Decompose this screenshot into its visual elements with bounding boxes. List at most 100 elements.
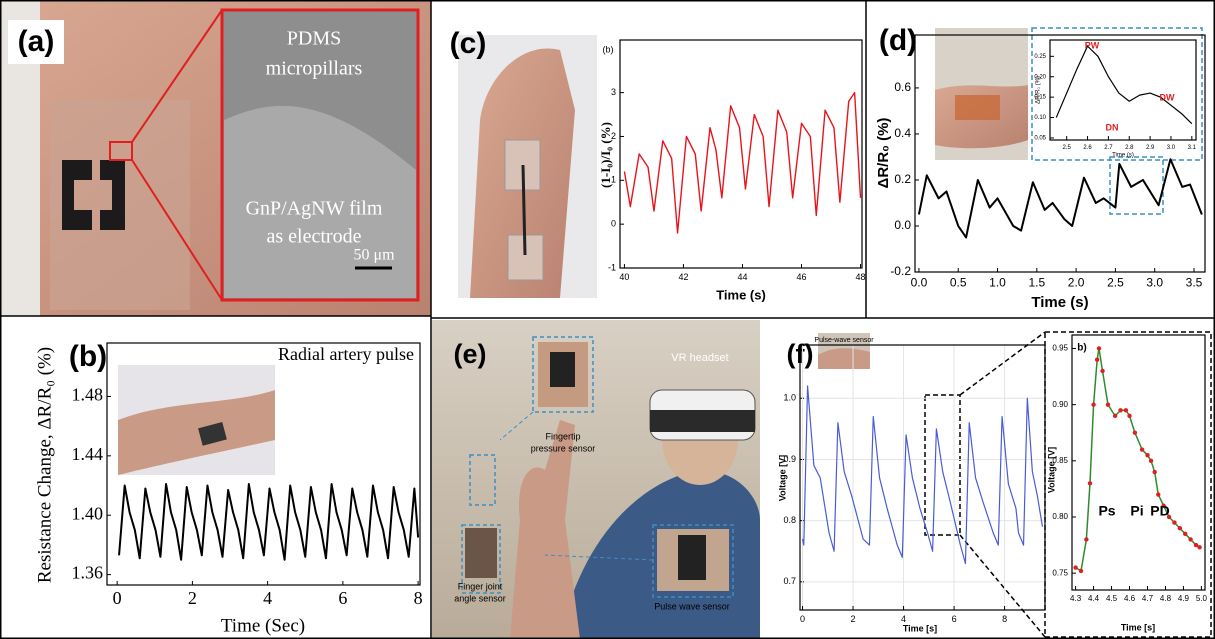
x-tick-label: 1.0 xyxy=(989,275,1006,289)
x-tick-label: 6 xyxy=(338,588,347,608)
inset-bg xyxy=(1050,40,1196,140)
data-point xyxy=(1132,430,1138,435)
y-axis-label: Voltage [V] xyxy=(1046,447,1056,493)
y-tick-label: 1.36 xyxy=(72,563,104,583)
annotation: Pi xyxy=(1130,503,1143,519)
y-tick-label: 1 xyxy=(611,175,616,185)
x-tick-label: 4.4 xyxy=(1088,594,1100,603)
plot-frame xyxy=(619,39,863,269)
data-line xyxy=(623,91,862,234)
y-tick-label: 0.6 xyxy=(894,80,911,94)
inset-bg xyxy=(1072,335,1205,590)
x-tick-label: 6 xyxy=(952,614,957,624)
plot-frame xyxy=(1071,334,1206,591)
data-point xyxy=(1139,447,1145,452)
x-tick-label: 2.8 xyxy=(1125,145,1134,151)
data-point xyxy=(1087,481,1093,486)
photo-label: 50 μm xyxy=(353,247,395,264)
data-point xyxy=(1188,537,1193,542)
data-point xyxy=(1172,520,1177,525)
data-point xyxy=(1112,413,1118,419)
x-tick-label: 4 xyxy=(901,614,906,624)
y-axis-label: ΔR/R₀ (%) xyxy=(1036,76,1042,104)
photo-label: angle sensor xyxy=(454,593,506,603)
x-axis-label: Time [s] xyxy=(903,623,937,633)
x-tick-label: 4.3 xyxy=(1070,594,1082,603)
x-tick-label: 3.0 xyxy=(1167,145,1176,151)
panel-label: (b) xyxy=(69,340,107,373)
y-axis-label: ΔR/R₀ (%) xyxy=(875,118,892,189)
data-point xyxy=(1096,346,1102,351)
panel-label: (c) xyxy=(450,27,487,60)
y-axis-label: (1-I₀)/I₀ (%) xyxy=(598,122,613,188)
data-point xyxy=(1145,452,1150,458)
photo-b xyxy=(118,365,275,475)
data-point xyxy=(1152,469,1157,475)
y-tick-label: 3 xyxy=(611,87,616,97)
data-point xyxy=(1094,357,1100,362)
data-point xyxy=(1084,537,1089,542)
x-tick-label: 2.7 xyxy=(1104,145,1113,151)
y-tick-label: 0.4 xyxy=(894,126,911,140)
data-point xyxy=(1166,514,1172,520)
data-point xyxy=(1193,542,1199,548)
photo-label: micropillars xyxy=(266,58,363,80)
x-tick-label: 46 xyxy=(796,272,806,282)
y-tick-label: 0.25 xyxy=(1034,54,1046,60)
y-tick-label: 1.40 xyxy=(72,503,104,523)
y-axis-label: Resistance Change, ΔR/R₀ (%) xyxy=(34,347,55,583)
x-tick-label: 3.0 xyxy=(1146,275,1163,289)
x-tick-label: 4.5 xyxy=(1106,594,1118,603)
x-tick-label: 4.8 xyxy=(1160,594,1172,603)
x-tick-label: 2.5 xyxy=(1107,275,1124,289)
photo-label: GnP/AgNW film xyxy=(246,198,383,220)
y-tick-label: 0.05 xyxy=(1034,136,1046,142)
x-tick-label: 48 xyxy=(856,272,866,282)
y-tick-label: 0.0 xyxy=(894,218,911,232)
x-tick-label: 2 xyxy=(851,614,856,624)
panel-label: (e) xyxy=(454,339,487,369)
data-line xyxy=(1055,45,1193,125)
photo-a xyxy=(0,0,431,316)
annotation: PD xyxy=(1150,503,1169,519)
data-point xyxy=(1156,492,1161,497)
annotation: PW xyxy=(1085,40,1100,50)
y-axis-label: Voltage [V] xyxy=(777,455,787,501)
x-tick-label: 2.0 xyxy=(1068,275,1085,289)
y-tick-label: 0.95 xyxy=(1052,344,1068,353)
label-box xyxy=(8,20,64,64)
photo-c xyxy=(458,35,597,298)
data-point xyxy=(1148,458,1154,464)
x-tick-label: 4.9 xyxy=(1178,594,1190,603)
x-tick-label: 8 xyxy=(1002,614,1007,624)
data-line xyxy=(801,385,1044,565)
panel-label: (d) xyxy=(879,24,917,57)
photo-label: as electrode xyxy=(267,226,362,248)
plot-frame xyxy=(1049,39,1197,141)
x-tick-label: 2.5 xyxy=(1063,145,1072,151)
x-tick-label: 4 xyxy=(263,588,272,608)
x-tick-label: 8 xyxy=(414,588,423,608)
photo-label: PDMS xyxy=(287,28,341,50)
y-tick-label: 0 xyxy=(611,219,616,229)
x-tick-label: 4.6 xyxy=(1124,594,1136,603)
data-point xyxy=(1123,408,1129,413)
photo-label: Fingertip xyxy=(545,431,580,441)
data-point xyxy=(1127,413,1132,419)
x-tick-label: 0.5 xyxy=(950,275,967,289)
y-tick-label: 1.0 xyxy=(783,393,796,403)
x-axis-label: Time (Sec) xyxy=(221,615,305,636)
y-tick-label: 0.20 xyxy=(1034,74,1046,80)
x-tick-label: 2.9 xyxy=(1146,145,1155,151)
y-tick-label: 0.9 xyxy=(783,454,796,464)
photo-label: Pulse-wave sensor xyxy=(814,337,874,344)
data-point xyxy=(1197,545,1202,550)
x-tick-label: 40 xyxy=(619,272,629,282)
data-point xyxy=(1161,503,1166,508)
y-tick-label: 0.8 xyxy=(783,515,796,525)
photo-label: Pulse wave sensor xyxy=(654,601,730,611)
x-tick-label: 2 xyxy=(188,588,197,608)
annotation: (b) xyxy=(603,44,614,54)
